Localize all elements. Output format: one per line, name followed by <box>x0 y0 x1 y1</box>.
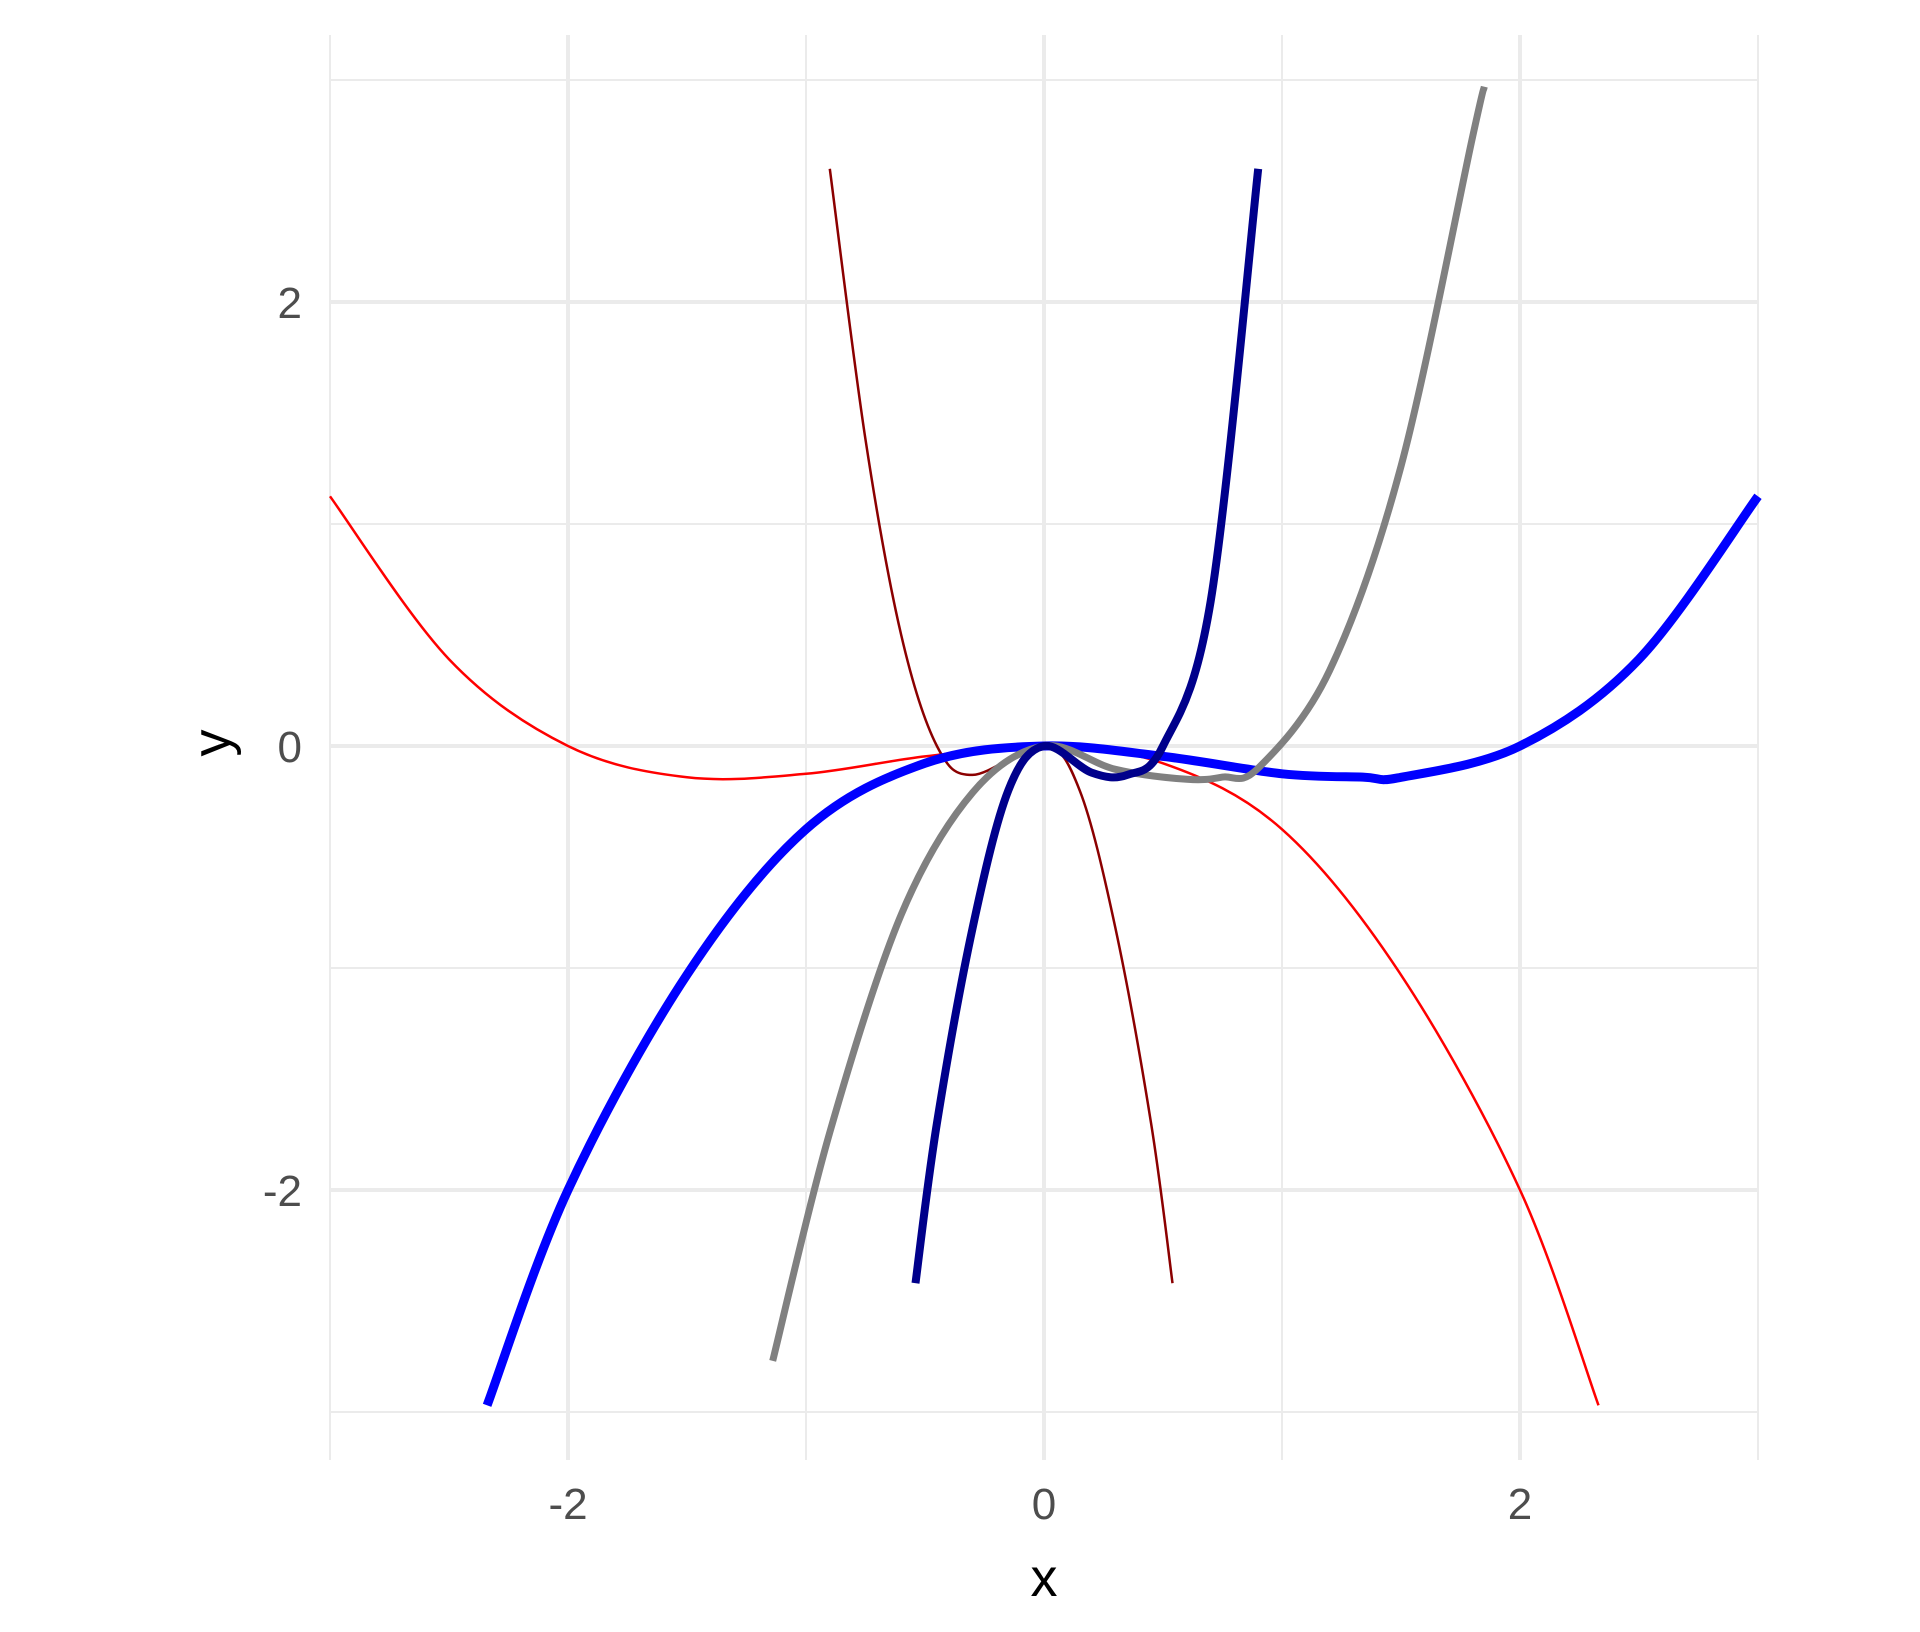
x-tick-labels: -2 0 2 <box>548 1480 1532 1529</box>
series-line-5 <box>916 169 1259 1283</box>
y-tick-label: -2 <box>263 1167 302 1216</box>
series-line-3 <box>487 496 1758 1405</box>
series-line-4 <box>773 87 1485 1361</box>
y-tick-label: 2 <box>278 279 302 328</box>
y-tick-label: 0 <box>278 723 302 772</box>
y-tick-labels: -2 0 2 <box>263 279 302 1216</box>
x-tick-label: 0 <box>1032 1480 1056 1529</box>
y-axis-title: y <box>182 730 242 757</box>
x-tick-label: -2 <box>548 1480 587 1529</box>
x-axis-title: x <box>1031 1548 1058 1608</box>
series-line-2 <box>830 169 1173 1283</box>
x-tick-label: 2 <box>1508 1480 1532 1529</box>
